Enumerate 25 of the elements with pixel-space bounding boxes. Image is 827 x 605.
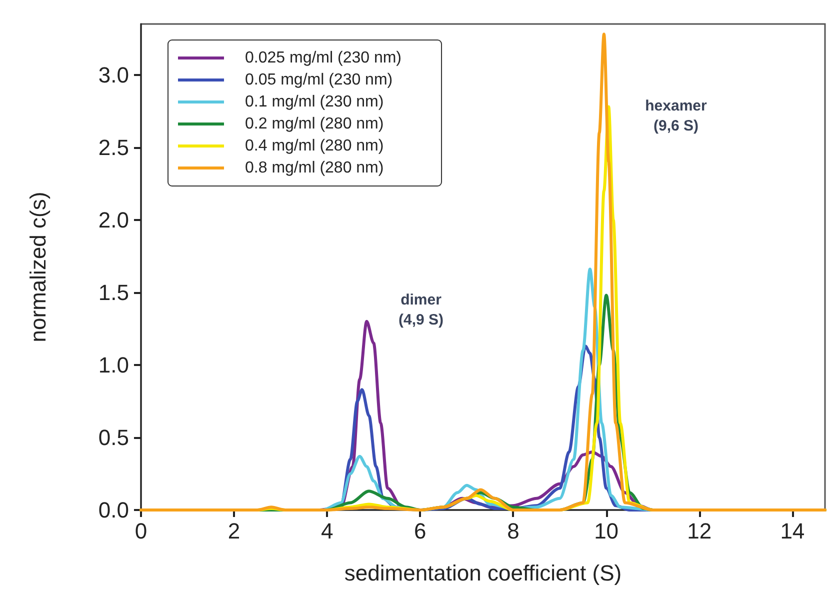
legend-label: 0.05 mg/ml (230 nm) xyxy=(245,72,393,88)
y-tick-label: 1.5 xyxy=(98,280,129,305)
y-tick-label: 1.0 xyxy=(98,352,129,378)
x-axis-title: sedimentation coefficient (S) xyxy=(344,560,622,586)
legend-label: 0.1 mg/ml (230 nm) xyxy=(245,94,384,110)
y-tick-label: 0.5 xyxy=(98,424,129,450)
legend-label: 0.4 mg/ml (280 nm) xyxy=(245,138,384,154)
y-axis-title: normalized c(s) xyxy=(26,192,50,342)
y-tick-label: 3.0 xyxy=(98,62,129,88)
x-tick-label: 6 xyxy=(414,518,426,544)
y-tick-label: 0.0 xyxy=(98,498,129,522)
x-tick-label: 14 xyxy=(780,518,805,544)
x-tick-label: 2 xyxy=(228,518,240,544)
x-tick-label: 8 xyxy=(507,518,520,544)
x-tick-label: 4 xyxy=(320,518,334,544)
x-tick-label: 12 xyxy=(687,518,712,544)
legend-label: 0.8 mg/ml (280 nm) xyxy=(245,160,384,176)
y-tick-label: 2.5 xyxy=(98,134,129,160)
annotation: dimer (4,9 S) xyxy=(398,292,444,328)
legend-label: 0.025 mg/ml (230 nm) xyxy=(245,50,402,66)
x-tick-label: 0 xyxy=(134,518,148,544)
legend-label: 0.2 mg/ml (280 nm) xyxy=(245,116,384,132)
annotation: hexamer (9,6 S) xyxy=(645,98,708,134)
y-tick-label: 2.0 xyxy=(98,207,129,232)
x-tick-label: 10 xyxy=(594,518,619,544)
